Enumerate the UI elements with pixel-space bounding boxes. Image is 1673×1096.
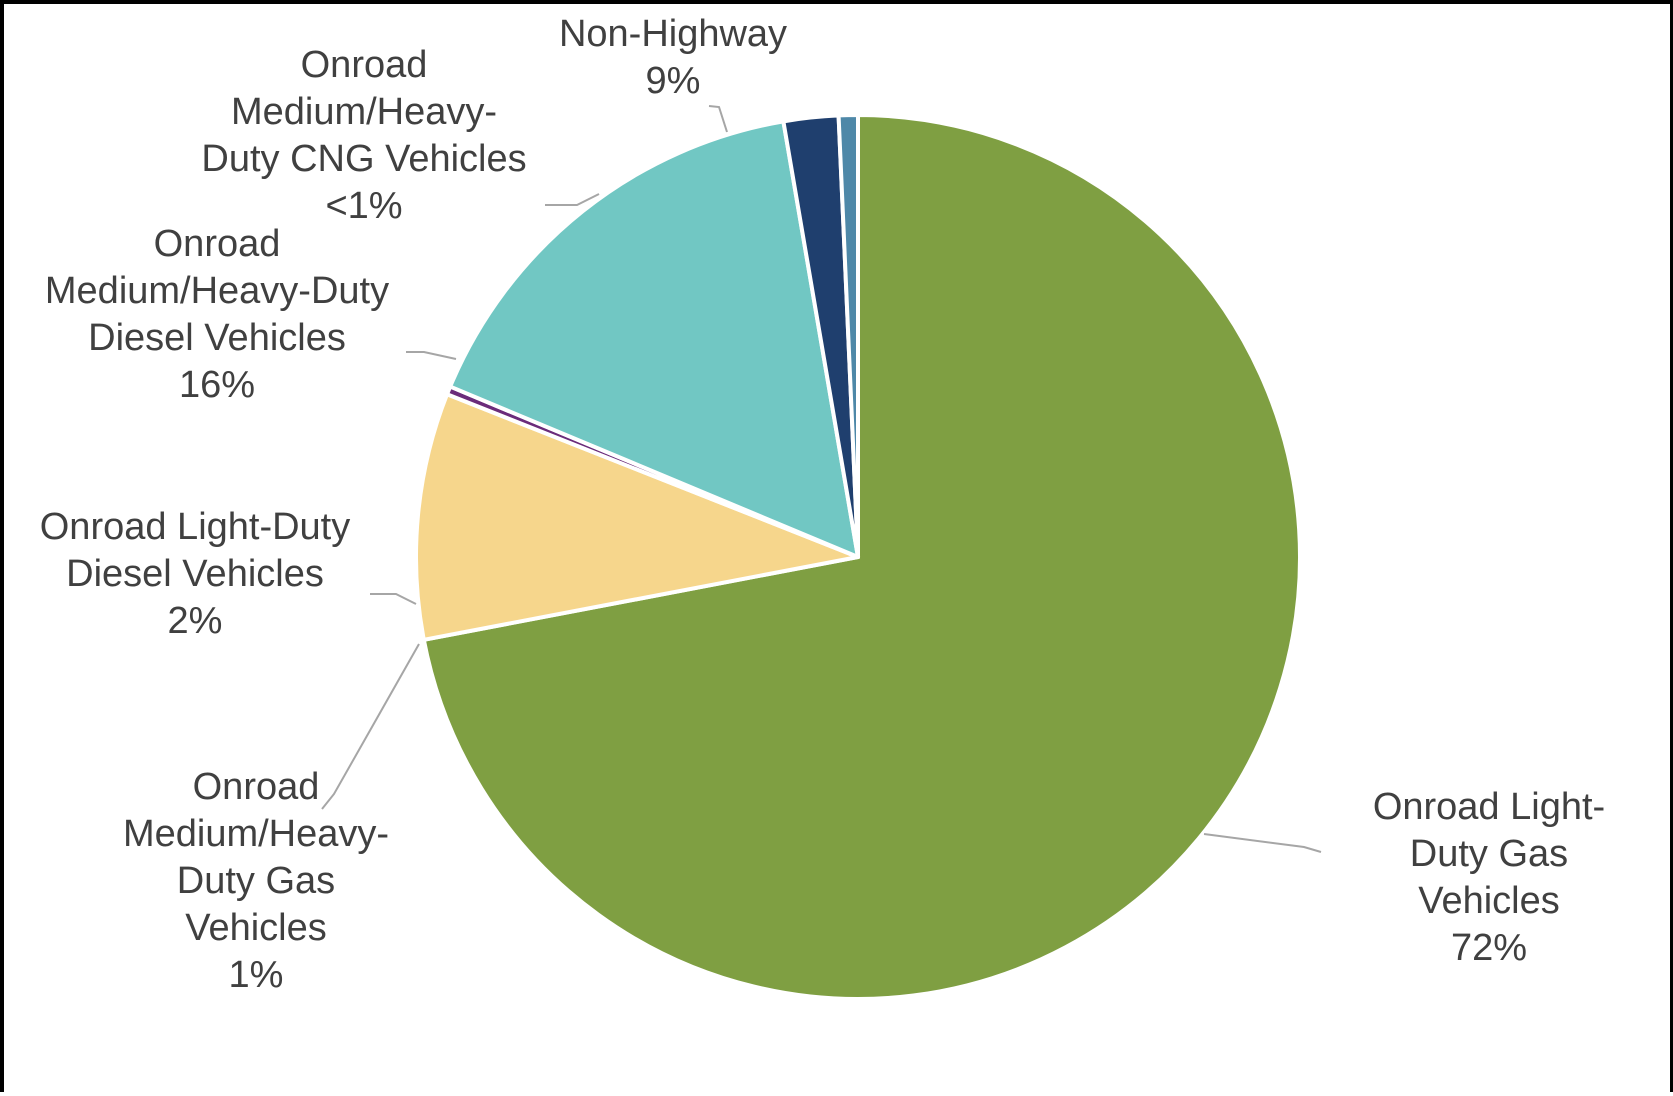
leader-line-6 — [321, 643, 420, 810]
pie-slices — [414, 113, 1302, 1001]
slice-labels: Onroad Light- Duty Gas Vehicles 72% Non-High… — [40, 13, 1605, 996]
slice-percent: 1% — [229, 954, 284, 996]
slice-label-4: Onroad Medium/Heavy-Duty Diesel Vehicles 16… — [45, 223, 389, 406]
slice-label-line: Onroad — [154, 223, 281, 265]
leader-line-5 — [370, 593, 417, 605]
pie-slice-4 — [448, 119, 860, 559]
leader-lines — [321, 105, 1322, 853]
leader-line-1 — [1203, 833, 1322, 853]
pie-chart: Onroad Light- Duty Gas Vehicles 72% Non-High… — [40, 13, 1605, 1001]
slice-label-line: Medium/Heavy- — [123, 813, 389, 855]
pie-slice-6 — [836, 113, 860, 559]
slice-label-line: Duty CNG Vehicles — [201, 138, 526, 180]
slice-label-5: Onroad Light-Duty Diesel Vehicles 2% — [40, 506, 351, 642]
slice-label-line: Onroad Light- — [1373, 786, 1605, 828]
leader-line-3 — [545, 193, 600, 206]
slice-percent: 16% — [179, 364, 255, 406]
slice-percent: 9% — [646, 60, 701, 102]
slice-label-line: Medium/Heavy- — [231, 91, 497, 133]
slice-label-line: Diesel Vehicles — [66, 553, 324, 595]
slice-label-line: Onroad — [193, 766, 320, 808]
slice-percent: 72% — [1451, 927, 1527, 969]
slice-label-line: Diesel Vehicles — [88, 317, 346, 359]
slice-label-2: Non-Highway 9% — [559, 13, 787, 102]
slice-label-1: Onroad Light- Duty Gas Vehicles 72% — [1373, 786, 1605, 969]
slice-percent: 2% — [168, 600, 223, 642]
slice-label-line: Duty Gas — [177, 860, 335, 902]
slice-label-line: Duty Gas — [1410, 833, 1568, 875]
slice-label-6: Onroad Medium/Heavy- Duty Gas Vehicles 1% — [123, 766, 389, 996]
slice-label-line: Onroad — [301, 44, 428, 86]
slice-label-line: Vehicles — [185, 907, 327, 949]
slice-label-line: Medium/Heavy-Duty — [45, 270, 389, 312]
slice-label-line: Onroad Light-Duty — [40, 506, 351, 548]
slice-percent: <1% — [325, 185, 402, 227]
slice-label-line: Vehicles — [1418, 880, 1560, 922]
pie-slice-1 — [421, 113, 1302, 1001]
slice-label-line: Non-Highway — [559, 13, 787, 55]
slice-label-3: Onroad Medium/Heavy- Duty CNG Vehicles <1% — [201, 44, 526, 227]
pie-slice-2 — [414, 392, 860, 642]
leader-line-2 — [708, 105, 728, 133]
leader-line-4 — [406, 351, 457, 360]
